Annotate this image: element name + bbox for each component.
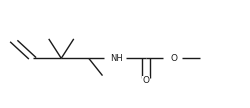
Text: NH: NH — [110, 54, 122, 63]
Text: O: O — [143, 76, 150, 85]
Text: O: O — [170, 54, 177, 63]
